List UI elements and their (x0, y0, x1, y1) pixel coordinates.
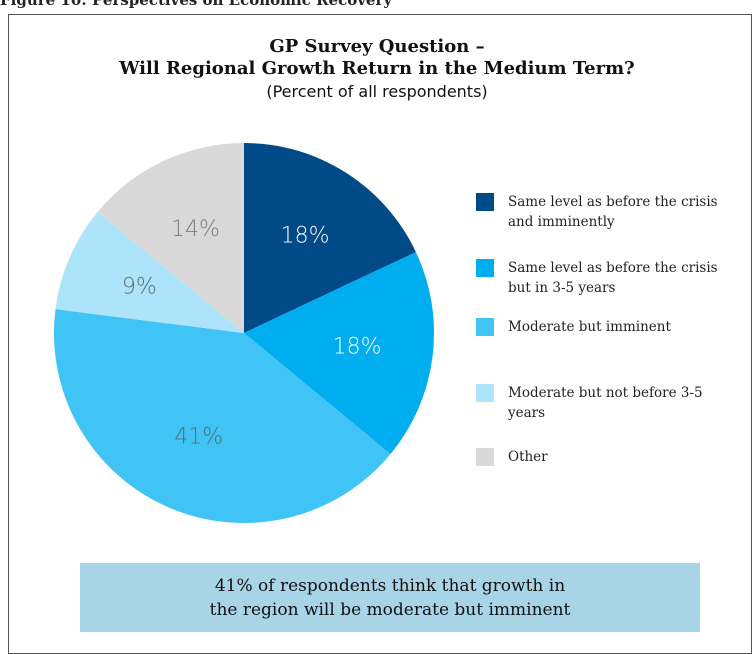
data-label: 18% (333, 334, 382, 359)
legend-label: Moderate but imminent (508, 319, 671, 335)
legend-label: Moderate but not before 3-5 years (508, 385, 703, 421)
legend-item: Same level as before the crisis and immi… (476, 192, 726, 232)
pie-slice (54, 309, 391, 524)
data-label: 18% (281, 224, 330, 249)
legend-swatch (476, 193, 494, 211)
legend-swatch (476, 259, 494, 277)
annotation: 41% of respondents think that growth in … (80, 563, 700, 632)
legend-item: Same level as before the crisis but in 3… (476, 258, 726, 298)
legend-item: Moderate but not before 3-5 years (476, 383, 726, 423)
legend-swatch (476, 318, 494, 336)
legend-item: Other (476, 447, 726, 467)
legend-swatch (476, 448, 494, 466)
data-label: 9% (122, 275, 157, 300)
legend-swatch (476, 384, 494, 402)
chart-subtitle: (Percent of all respondents) (266, 82, 488, 101)
legend-label: Other (508, 449, 548, 465)
title-line: Will Regional Growth Return in the Mediu… (119, 58, 635, 79)
title-line: GP Survey Question – (269, 36, 485, 57)
legend-label: Same level as before the crisis but in 3… (508, 260, 718, 296)
figure-label: Figure 10: Perspectives on Economic Reco… (0, 0, 393, 9)
data-label: 14% (171, 217, 220, 242)
data-label: 41% (174, 425, 223, 450)
pie-slice (97, 143, 245, 333)
pie-slice (55, 211, 245, 333)
legend-item: Moderate but imminent (476, 317, 726, 337)
chart-title: GP Survey Question – Will Regional Growth… (0, 36, 754, 80)
pie-slice (244, 143, 416, 333)
pie-slice (244, 252, 435, 455)
legend-label: Same level as before the crisis and immi… (508, 194, 718, 230)
